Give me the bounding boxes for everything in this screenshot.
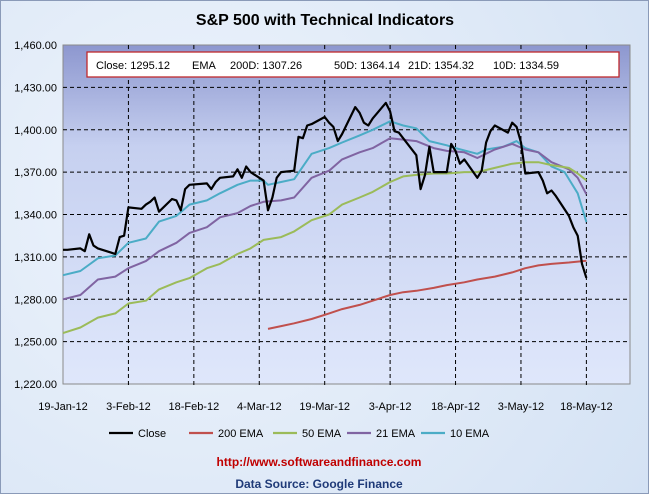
legend-label: 21 EMA bbox=[376, 428, 416, 440]
x-tick-label: 18-May-12 bbox=[560, 401, 613, 413]
x-tick-label: 18-Feb-12 bbox=[168, 401, 219, 413]
x-tick-label: 3-May-12 bbox=[498, 401, 544, 413]
info-200d: 200D: 1307.26 bbox=[230, 60, 302, 72]
x-axis: 19-Jan-12 3-Feb-12 18-Feb-12 4-Mar-12 19-Mar… bbox=[38, 401, 612, 413]
y-tick-label: 1,430.00 bbox=[14, 82, 57, 94]
info-ema: EMA bbox=[192, 60, 217, 72]
y-axis: 1,220.00 1,250.00 1,280.00 1,310.00 1,340.00… bbox=[14, 40, 57, 391]
y-tick-label: 1,400.00 bbox=[14, 125, 57, 137]
info-close: Close: 1295.12 bbox=[96, 60, 170, 72]
legend-label: 10 EMA bbox=[450, 428, 490, 440]
y-tick-label: 1,310.00 bbox=[14, 252, 57, 264]
x-tick-label: 19-Mar-12 bbox=[299, 401, 350, 413]
x-tick-label: 3-Feb-12 bbox=[106, 401, 151, 413]
legend-label: 200 EMA bbox=[218, 428, 264, 440]
series-close bbox=[63, 101, 588, 279]
info-50d: 50D: 1364.14 bbox=[334, 60, 400, 72]
footer-url[interactable]: http://www.softwareandfinance.com bbox=[217, 455, 422, 469]
series-200-ema bbox=[267, 259, 587, 330]
legend: Close 200 EMA 50 EMA 21 EMA 10 EMA bbox=[109, 428, 490, 440]
y-tick-label: 1,280.00 bbox=[14, 294, 57, 306]
y-tick-label: 1,370.00 bbox=[14, 167, 57, 179]
y-tick-label: 1,460.00 bbox=[14, 40, 57, 52]
x-tick-label: 18-Apr-12 bbox=[431, 401, 480, 413]
chart-title: S&P 500 with Technical Indicators bbox=[196, 12, 454, 29]
series-21-ema bbox=[62, 137, 588, 301]
x-tick-label: 3-Apr-12 bbox=[369, 401, 412, 413]
x-tick-label: 19-Jan-12 bbox=[38, 401, 88, 413]
series-lines bbox=[62, 101, 588, 335]
info-21d: 21D: 1354.32 bbox=[408, 60, 474, 72]
legend-label: 50 EMA bbox=[302, 428, 342, 440]
y-tick-label: 1,220.00 bbox=[14, 379, 57, 391]
legend-label: Close bbox=[138, 428, 166, 440]
info-10d: 10D: 1334.59 bbox=[493, 60, 559, 72]
y-tick-label: 1,250.00 bbox=[14, 337, 57, 349]
footer-source: Data Source: Google Finance bbox=[235, 477, 403, 491]
y-tick-label: 1,340.00 bbox=[14, 210, 57, 222]
series-10-ema bbox=[62, 120, 588, 277]
series-50-ema bbox=[62, 161, 588, 335]
x-tick-label: 4-Mar-12 bbox=[237, 401, 282, 413]
info-box: Close: 1295.12 EMA 200D: 1307.26 50D: 13… bbox=[86, 51, 620, 78]
